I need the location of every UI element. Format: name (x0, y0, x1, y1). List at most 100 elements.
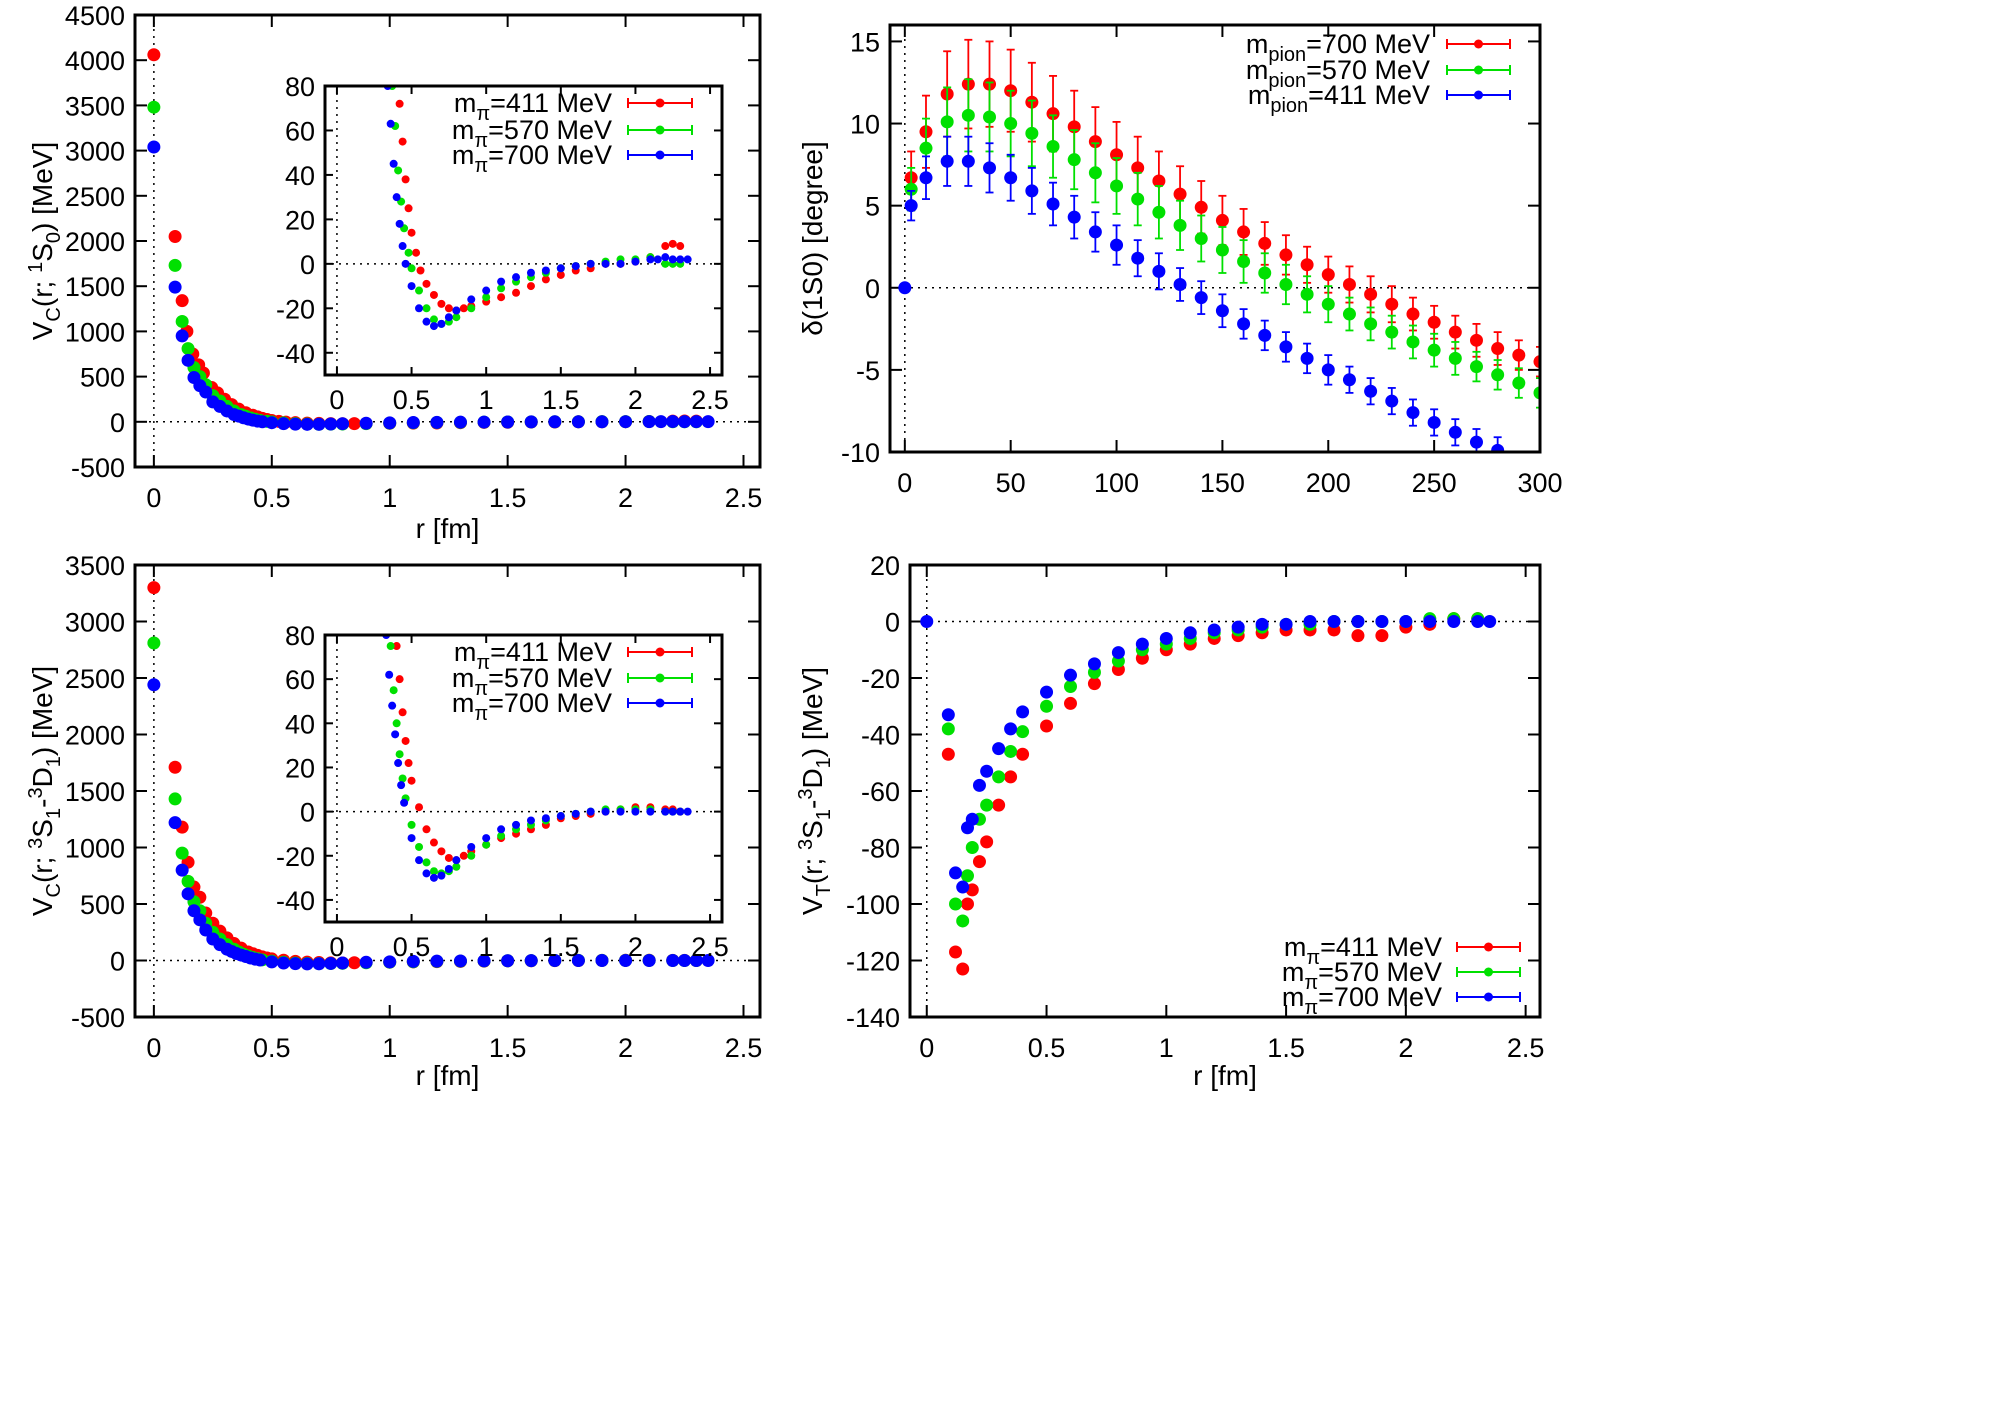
y-tick-label: 20 (285, 753, 315, 783)
data-point (452, 856, 461, 865)
data-point (401, 259, 410, 268)
x-tick-label: 200 (1306, 468, 1351, 498)
data-point (1152, 264, 1166, 278)
x-tick-label: 0 (897, 468, 912, 498)
data-point (960, 869, 974, 883)
data-point (459, 304, 468, 313)
data-point (983, 110, 997, 124)
data-point (467, 304, 476, 313)
legend-marker (1474, 65, 1483, 75)
data-point (1110, 238, 1124, 252)
data-point (359, 955, 373, 969)
y-axis-label: δ(1S0) [degree] (797, 141, 828, 336)
data-point (689, 415, 703, 429)
data-point (407, 282, 416, 291)
data-point (1063, 679, 1077, 693)
data-point (616, 807, 625, 816)
data-point (181, 342, 195, 356)
data-point (556, 270, 565, 279)
legend-label-part: m (452, 663, 475, 693)
data-point (168, 760, 182, 774)
data-point (416, 266, 425, 275)
data-point (482, 840, 491, 849)
data-point (1406, 307, 1420, 321)
y-axis-label-part: V (797, 896, 828, 915)
data-point (497, 831, 506, 840)
x-tick-label: 2.5 (725, 483, 763, 513)
data-point (422, 279, 431, 288)
y-axis-label-part: ) [MeV] (27, 666, 58, 756)
legend-marker (655, 150, 665, 160)
data-point (437, 319, 446, 328)
inset-frame (323, 84, 724, 377)
data-point (1327, 615, 1341, 628)
legend-label-part: π (1306, 947, 1320, 969)
y-axis-label-part: S (27, 819, 58, 838)
data-point (524, 954, 538, 968)
series-green (904, 78, 1540, 409)
y-axis-label: VC(r; 3S1-3D1) [MeV] (25, 666, 65, 916)
legend-label-part: =411 MeV (490, 88, 612, 118)
panel-tl: -500050010001500200025003000350040004500… (25, 1, 763, 544)
data-point (1427, 315, 1441, 329)
data-point (1004, 171, 1018, 185)
data-point (429, 290, 438, 299)
data-point (147, 140, 161, 154)
data-point (1237, 254, 1251, 268)
data-point (919, 141, 933, 155)
y-axis-label-part: C (43, 883, 65, 897)
y-axis-label: VC(r; 1S0) [MeV] (25, 142, 65, 341)
y-tick-label: 0 (865, 274, 880, 304)
y-axis-label-part: - (27, 799, 58, 808)
data-point (949, 945, 963, 959)
data-point (288, 957, 302, 971)
data-point (401, 175, 410, 184)
x-tick-label: 1 (479, 932, 494, 962)
data-point (444, 304, 453, 313)
data-point (398, 708, 407, 717)
x-tick-label: 2 (1398, 1033, 1413, 1063)
data-point (389, 159, 398, 168)
legend-label-part: m (1246, 29, 1269, 59)
legend-label-part: m (1248, 80, 1271, 110)
data-point (429, 322, 438, 331)
data-point (452, 862, 461, 871)
data-point (415, 304, 424, 313)
x-tick-label: 0 (146, 483, 161, 513)
x-tick-label: 0.5 (253, 483, 291, 513)
data-point (422, 825, 431, 834)
data-point (415, 856, 424, 865)
data-point (972, 778, 986, 792)
plot-frame (888, 23, 1542, 454)
data-point (1491, 368, 1505, 382)
y-tick-label: -5 (856, 356, 880, 386)
legend-label-part: pion (1268, 44, 1306, 66)
data-point (1131, 161, 1145, 175)
data-point (1131, 251, 1145, 265)
data-point (168, 229, 182, 243)
data-point (265, 955, 279, 969)
data-point (477, 954, 491, 968)
data-point (1194, 291, 1208, 305)
data-point (1111, 646, 1125, 660)
data-point (422, 858, 431, 867)
data-point (429, 867, 438, 876)
data-point (383, 416, 397, 430)
data-point (941, 747, 955, 761)
legend-label: mπ=700 MeV (452, 140, 612, 177)
legend-marker (655, 698, 665, 708)
data-point (497, 277, 506, 286)
data-point (898, 281, 912, 295)
legend-label-part: =570 MeV (488, 115, 612, 145)
data-point (956, 880, 970, 894)
x-tick-label: 0 (329, 385, 344, 415)
data-point (1231, 620, 1245, 634)
data-point (1183, 626, 1197, 640)
data-point (398, 137, 407, 146)
data-point (453, 415, 467, 429)
data-point (1448, 425, 1462, 439)
data-point (571, 809, 580, 818)
data-point (394, 759, 403, 768)
y-axis-label-part: 3 (795, 789, 817, 800)
data-point (1173, 187, 1187, 201)
